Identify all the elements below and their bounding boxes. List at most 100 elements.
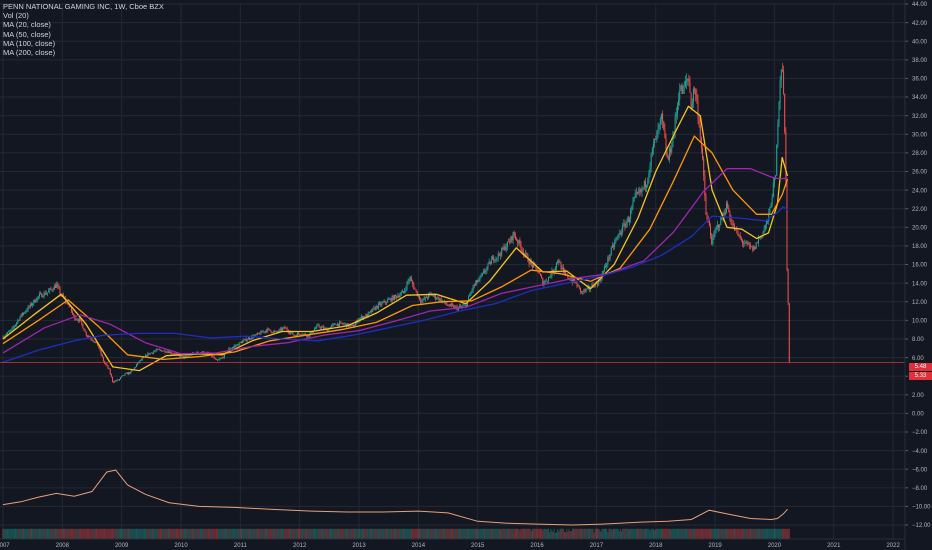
volume-bar [493,528,495,539]
volume-bar [755,528,757,539]
volume-bar [37,528,39,539]
candle-body [77,319,79,322]
volume-bars [2,528,790,539]
volume-bar [170,528,172,539]
candle-body [387,299,389,303]
volume-bar [96,528,98,539]
volume-bar [372,528,374,539]
volume-bar [272,528,274,539]
candle-body [495,258,497,261]
legend-vol[interactable]: Vol (20) [3,11,29,21]
candle-body [687,78,689,81]
volume-bar [682,528,684,539]
volume-bar [202,528,204,539]
volume-bar [708,528,710,539]
candle-body [383,300,385,303]
volume-bar [762,528,764,539]
volume-bar [764,528,766,539]
volume-bar [595,528,597,539]
volume-bar [648,528,650,539]
candle-body [108,367,110,370]
volume-bar [263,528,265,539]
legend-ma200[interactable]: MA (200, close) [3,48,56,58]
candle-body [713,233,715,238]
candle-body [511,236,513,241]
volume-bar [81,528,83,539]
volume-bar [406,528,408,539]
volume-bar [45,528,47,539]
volume-bar [412,528,414,539]
volume-bar [264,528,266,539]
volume-bar [215,528,217,539]
volume-bar [658,528,660,539]
candle-body [647,180,649,185]
volume-bar [53,528,55,539]
candle-body [539,273,541,276]
candle-body [27,306,29,311]
candle-body [368,312,370,313]
candle-body [134,367,136,368]
candle-body [319,326,321,329]
volume-bar [391,528,393,539]
candle-body [668,148,670,160]
candle-body [389,298,391,300]
candle-body [558,260,560,264]
legend-ma20[interactable]: MA (20, close) [3,20,51,30]
volume-bar [752,528,754,539]
volume-bar [131,528,133,539]
volume-bar [314,528,316,539]
volume-bar [106,528,108,539]
candle-body [486,267,488,271]
legend-title[interactable]: PENN NATIONAL GAMING INC, 1W, Cboe BZX [3,2,164,11]
volume-bar [464,528,466,539]
candle-body [33,299,35,304]
candle-body [769,207,771,213]
volume-bar [784,528,786,539]
candle-body [492,256,494,260]
candle-body [528,261,530,265]
volume-bar [671,529,673,539]
volume-bar [374,528,376,539]
y-tick-label: −4.00 [912,449,928,455]
volume-bar [420,528,422,539]
candle-body [121,376,123,378]
volume-bar [363,528,365,539]
x-tick-label: 2015 [471,543,485,549]
candle-body [745,241,747,244]
candle-body [526,253,528,256]
volume-bar [309,528,311,539]
volume-bar [167,528,169,539]
volume-bar [731,528,733,539]
candle-body [478,279,480,282]
volume-bar [66,528,68,539]
volume-bar [446,528,448,539]
volume-bar [503,528,505,539]
candle-body [430,293,432,294]
candle-body [654,138,656,144]
volume-bar [770,528,772,539]
legend-ma100[interactable]: MA (100, close) [3,38,56,48]
volume-bar [632,528,634,539]
candle-body [382,302,384,303]
volume-bar [199,528,201,539]
volume-bar [527,528,529,539]
volume-bar [623,528,625,539]
candle-body [578,285,580,288]
candle-body [634,193,636,198]
y-tick-label: 10.00 [912,319,928,325]
volume-bar [522,528,524,539]
candle-body [23,312,25,315]
volume-bar [303,528,305,539]
legend-ma50[interactable]: MA (50, close) [3,29,51,39]
candle-body [440,298,442,303]
candle-body [710,226,712,236]
candle-body [629,218,631,222]
volume-bar [463,528,465,539]
candle-body [167,351,169,353]
candle-body [246,339,248,342]
volume-bar [380,528,382,539]
candle-body [401,291,403,293]
candle-body [437,297,439,299]
candle-body [331,325,333,327]
